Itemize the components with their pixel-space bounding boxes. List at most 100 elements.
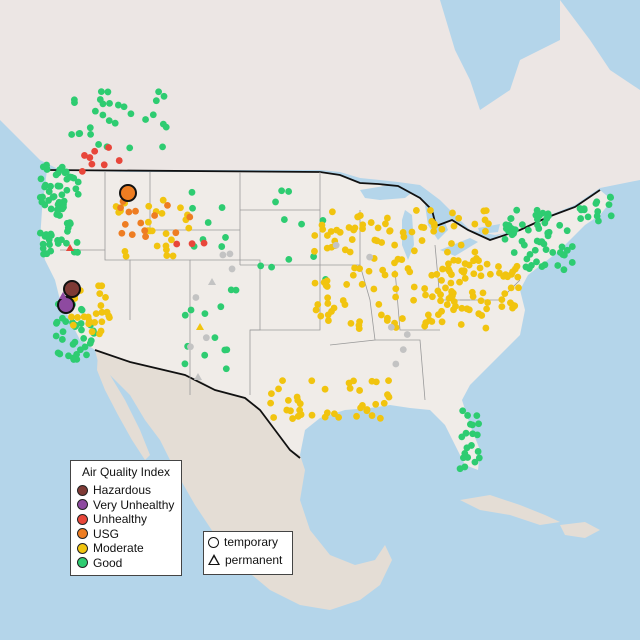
site-marker bbox=[97, 88, 105, 96]
site-marker bbox=[592, 200, 600, 207]
site-marker bbox=[446, 267, 453, 275]
site-marker bbox=[376, 414, 384, 422]
site-marker bbox=[268, 263, 275, 271]
site-marker bbox=[556, 221, 564, 229]
lake-michigan bbox=[402, 210, 414, 260]
site-marker bbox=[289, 415, 297, 422]
site-marker bbox=[36, 229, 44, 237]
baja bbox=[97, 352, 150, 460]
site-marker bbox=[80, 334, 88, 342]
site-marker bbox=[81, 343, 89, 351]
site-marker bbox=[475, 310, 483, 318]
site-marker bbox=[45, 188, 53, 196]
site-marker bbox=[104, 88, 112, 96]
site-marker bbox=[201, 351, 209, 359]
site-marker bbox=[98, 318, 106, 326]
site-marker bbox=[385, 377, 392, 385]
site-marker bbox=[510, 249, 518, 256]
site-marker bbox=[81, 152, 88, 159]
site-marker bbox=[434, 287, 442, 295]
site-marker bbox=[106, 99, 113, 107]
site-marker bbox=[59, 328, 67, 336]
site-marker bbox=[153, 242, 161, 250]
site-marker bbox=[533, 258, 540, 266]
site-marker bbox=[458, 304, 466, 312]
site-marker bbox=[469, 430, 477, 438]
site-marker bbox=[459, 407, 467, 415]
site-marker bbox=[383, 214, 391, 222]
site-marker bbox=[501, 235, 509, 243]
site-marker bbox=[482, 227, 489, 235]
site-marker bbox=[64, 224, 72, 232]
site-marker bbox=[100, 161, 108, 169]
site-marker bbox=[58, 336, 66, 343]
site-marker bbox=[438, 225, 446, 233]
site-marker bbox=[534, 221, 541, 229]
legend-label: USG bbox=[93, 526, 120, 541]
site-marker bbox=[418, 223, 425, 231]
site-marker bbox=[410, 247, 418, 255]
site-marker bbox=[483, 260, 491, 268]
site-marker bbox=[70, 356, 78, 363]
site-marker bbox=[192, 294, 200, 301]
site-marker bbox=[80, 313, 88, 321]
very-unhealthy-swatch bbox=[77, 499, 88, 511]
site-marker bbox=[391, 241, 399, 249]
site-marker bbox=[353, 412, 360, 420]
site-marker bbox=[58, 236, 65, 244]
site-marker bbox=[318, 221, 326, 229]
site-marker bbox=[126, 144, 134, 152]
site-marker bbox=[201, 310, 209, 318]
site-marker bbox=[513, 206, 521, 214]
site-marker bbox=[74, 190, 82, 198]
site-marker bbox=[560, 266, 568, 274]
site-marker bbox=[479, 289, 487, 297]
site-marker bbox=[484, 299, 492, 306]
site-marker bbox=[181, 360, 189, 368]
site-marker bbox=[421, 285, 429, 292]
site-marker bbox=[385, 393, 393, 401]
site-marker bbox=[464, 412, 472, 419]
site-marker bbox=[232, 286, 240, 294]
country-borders bbox=[46, 169, 601, 459]
site-marker bbox=[370, 285, 378, 293]
site-marker bbox=[349, 271, 357, 279]
legend-item-moderate: Moderate bbox=[71, 541, 181, 556]
site-marker bbox=[68, 173, 76, 181]
site-marker bbox=[350, 377, 357, 385]
site-marker bbox=[380, 399, 388, 407]
site-marker bbox=[428, 293, 436, 301]
site-marker bbox=[185, 224, 193, 232]
site-marker bbox=[324, 311, 332, 319]
site-marker bbox=[577, 206, 585, 214]
site-marker bbox=[272, 198, 279, 206]
site-marker bbox=[368, 412, 376, 419]
site-marker bbox=[568, 243, 576, 250]
site-marker bbox=[118, 229, 126, 237]
site-marker bbox=[95, 141, 102, 148]
site-marker bbox=[88, 328, 96, 336]
site-marker bbox=[526, 250, 534, 258]
site-marker bbox=[363, 406, 371, 413]
site-marker bbox=[181, 311, 189, 319]
site-marker bbox=[341, 246, 349, 254]
site-marker bbox=[447, 279, 455, 287]
good-swatch bbox=[77, 557, 88, 569]
site-marker bbox=[507, 284, 515, 292]
site-marker bbox=[204, 219, 212, 226]
site-marker bbox=[471, 248, 479, 256]
site-marker bbox=[433, 270, 441, 278]
site-marker bbox=[593, 212, 601, 220]
site-marker bbox=[515, 284, 522, 292]
site-marker bbox=[47, 230, 55, 238]
site-marker bbox=[285, 188, 293, 195]
site-marker bbox=[314, 301, 322, 308]
hudson-bay bbox=[440, 0, 560, 110]
site-marker bbox=[461, 449, 469, 457]
permanent-site-marker bbox=[59, 292, 67, 299]
site-marker bbox=[105, 144, 113, 151]
site-marker bbox=[226, 250, 234, 258]
site-marker bbox=[368, 377, 376, 385]
site-marker bbox=[483, 305, 491, 313]
site-marker bbox=[42, 181, 49, 189]
